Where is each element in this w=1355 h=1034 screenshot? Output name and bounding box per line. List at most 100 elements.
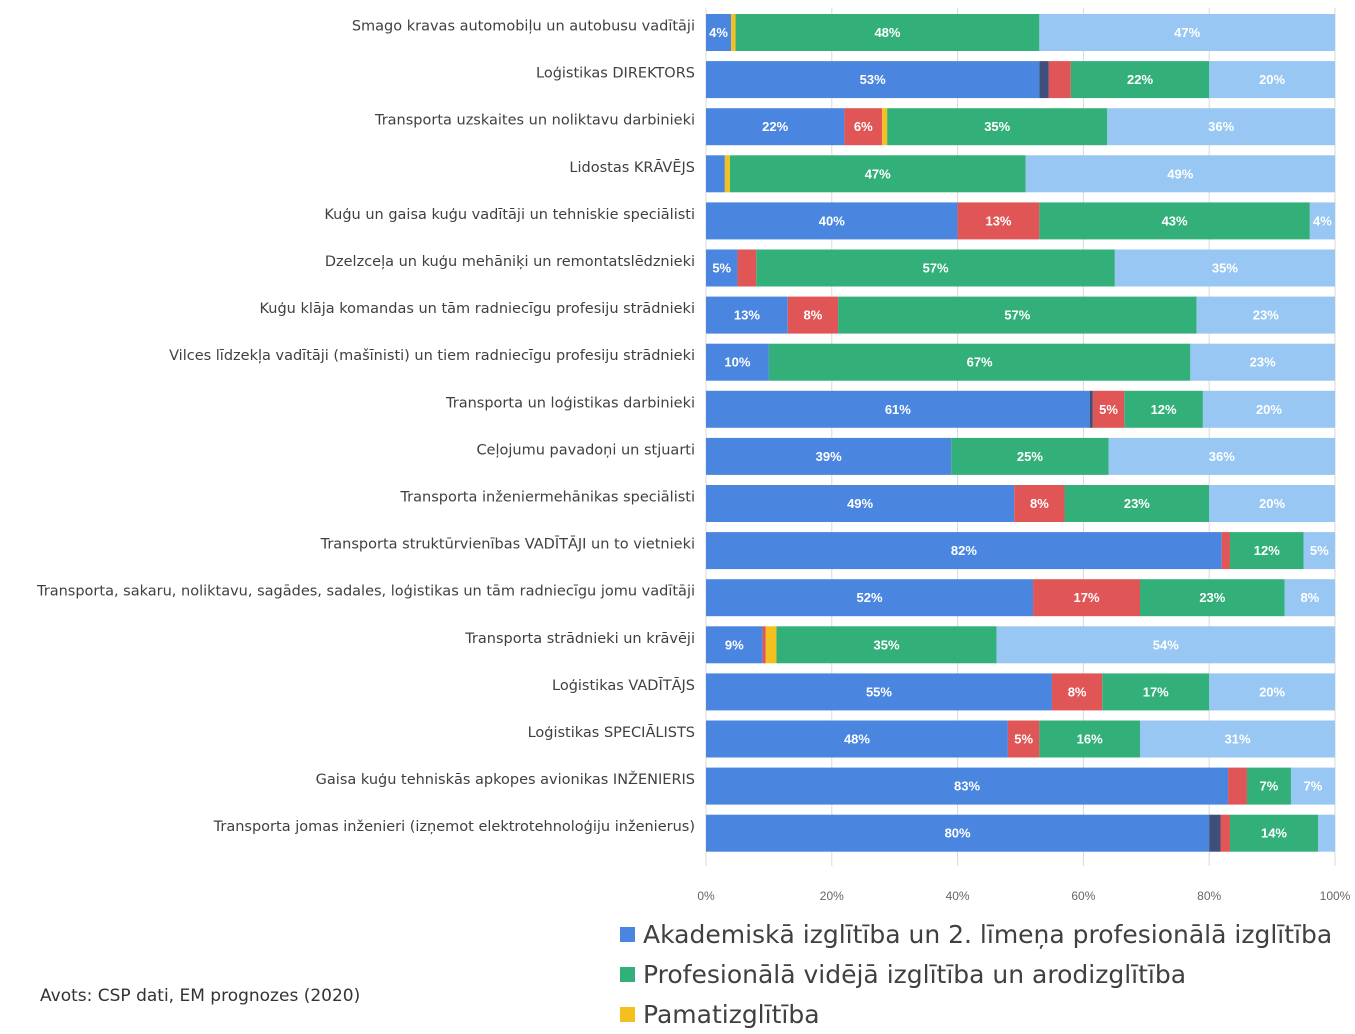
x-tick-label: 100%: [1320, 889, 1351, 903]
legend-item-basic: Pamatizglītība: [620, 994, 1332, 1034]
bar-segment: [787, 296, 839, 334]
data-label: 8%: [1030, 496, 1049, 511]
bar-segment: [887, 108, 1108, 146]
category-label: Dzelzceļa un kuģu mehāniķi un remontatsl…: [325, 254, 695, 270]
bar-segment: [706, 673, 1052, 711]
bar-segment: [1039, 61, 1049, 99]
bar-segment: [737, 249, 757, 287]
data-label: 20%: [1256, 402, 1282, 417]
data-label: 35%: [874, 637, 900, 652]
category-label: Transporta jomas inženieri (izņemot elek…: [213, 819, 695, 835]
data-label: 31%: [1224, 732, 1250, 747]
data-label: 49%: [1167, 166, 1193, 181]
bar-segment: [1051, 673, 1103, 711]
data-label: 17%: [1074, 590, 1100, 605]
data-label: 5%: [1099, 402, 1118, 417]
bar-segment: [706, 390, 1090, 428]
category-label: Transporta struktūrvienības VADĪTĀJI un …: [320, 536, 695, 553]
bar-segment: [1309, 202, 1335, 240]
category-label: Loģistikas DIREKTORS: [536, 66, 695, 82]
data-label: 12%: [1254, 543, 1280, 558]
category-label: Loģistikas SPECIĀLISTS: [528, 724, 695, 741]
category-label: Transporta, sakaru, noliktavu, sagādes, …: [36, 584, 695, 600]
data-label: 7%: [1304, 779, 1323, 794]
bar-segment: [706, 202, 958, 240]
bar-segment: [1209, 673, 1335, 711]
bar-segment: [706, 437, 952, 475]
bar-segment: [1246, 767, 1291, 805]
bar-segment: [1290, 767, 1335, 805]
bar-segment: [1064, 485, 1210, 522]
bar-segment: [957, 202, 1040, 240]
category-labels: Smago kravas automobiļu un autobusu vadī…: [36, 19, 695, 836]
data-label: 53%: [860, 72, 886, 87]
data-label: 47%: [865, 166, 891, 181]
bar-segment: [1092, 390, 1125, 428]
bar-segment: [1140, 579, 1285, 617]
bar-segment: [1190, 343, 1335, 381]
bar-segment: [735, 14, 1040, 51]
data-label: 49%: [847, 496, 873, 511]
data-label: 48%: [874, 25, 900, 40]
x-tick-label: 0%: [697, 889, 715, 903]
data-label: 13%: [985, 213, 1011, 228]
data-label: 57%: [923, 261, 949, 276]
data-label: 6%: [854, 119, 873, 134]
bar-segment: [706, 532, 1222, 570]
bar-segment: [1114, 249, 1335, 287]
bar-segment: [1229, 814, 1319, 852]
bar-segment: [996, 626, 1335, 664]
bar-segment: [1318, 814, 1335, 852]
bar-segment: [1039, 14, 1335, 51]
x-tick-label: 40%: [946, 889, 970, 903]
data-label: 20%: [1259, 72, 1285, 87]
bar-segment: [706, 579, 1034, 617]
data-label: 14%: [1261, 826, 1287, 841]
bar-segment: [706, 814, 1210, 852]
data-label: 22%: [1127, 72, 1153, 87]
legend-item-academic: Akademiskā izglītība un 2. līmeņa profes…: [620, 914, 1332, 954]
bar-segment: [1089, 390, 1093, 428]
category-label: Transporta inženiermehānikas speciālisti: [399, 490, 695, 506]
category-label: Lidostas KRĀVĒJS: [569, 159, 695, 176]
data-label: 80%: [945, 826, 971, 841]
data-label: 61%: [885, 402, 911, 417]
data-label: 4%: [709, 25, 728, 40]
data-label: 47%: [1174, 25, 1200, 40]
bar-segment: [768, 343, 1191, 381]
x-axis-ticks: 0% 20% 40% 60% 80% 100%: [697, 889, 1350, 903]
data-label: 39%: [816, 449, 842, 464]
bar-segment: [706, 296, 788, 334]
data-label: 43%: [1162, 213, 1188, 228]
bar-segment: [1209, 61, 1335, 99]
bar-segment: [1039, 720, 1141, 758]
bar-segment: [1124, 390, 1203, 428]
data-label: 36%: [1208, 119, 1234, 134]
data-label: 25%: [1017, 449, 1043, 464]
bar-segment: [844, 108, 883, 146]
bar-segment: [951, 437, 1109, 475]
bar-segment: [762, 626, 766, 664]
bar-segment: [1209, 485, 1335, 522]
data-label: 12%: [1151, 402, 1177, 417]
data-label: 35%: [984, 119, 1010, 134]
data-label: 17%: [1143, 684, 1169, 699]
bar-segment: [1025, 155, 1335, 193]
bar-segment: [882, 108, 888, 146]
bar-segment: [706, 14, 732, 51]
bar-segment: [706, 155, 725, 193]
bar-segment: [1014, 485, 1065, 522]
bar-segment: [706, 485, 1015, 522]
data-label: 8%: [804, 308, 823, 323]
bar-segment: [1284, 579, 1335, 617]
bar-segment: [1102, 673, 1210, 711]
category-label: Ceļojumu pavadoņi un stjuarti: [476, 442, 695, 458]
category-label: Transporta uzskaites un noliktavu darbin…: [374, 113, 695, 129]
category-label: Transporta strādnieki un krāvēji: [464, 631, 695, 647]
data-label: 4%: [1313, 213, 1332, 228]
data-label: 5%: [1310, 543, 1329, 558]
category-label: Gaisa kuģu tehniskās apkopes avionikas I…: [316, 770, 695, 788]
bar-segment: [1007, 720, 1040, 758]
category-label: Loģistikas VADĪTĀJS: [552, 677, 695, 694]
bar-segment: [776, 626, 997, 664]
